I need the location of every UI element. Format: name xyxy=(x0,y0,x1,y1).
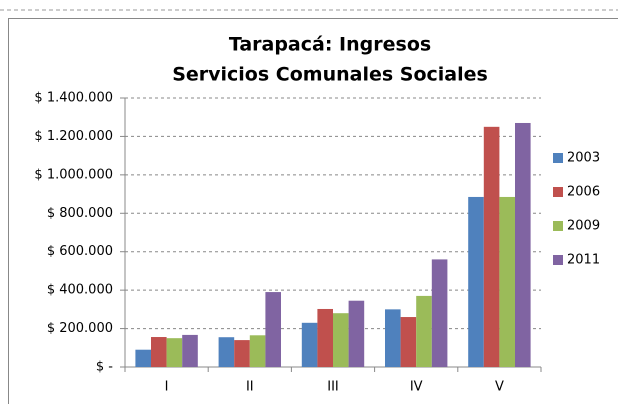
legend-label: 2011 xyxy=(567,253,600,268)
y-tick-label: $ - xyxy=(96,360,113,375)
bar xyxy=(468,196,484,367)
bar xyxy=(249,335,266,367)
y-tick-label: $ 1.200.000 xyxy=(34,129,113,144)
chart-title: Tarapacá: Ingresos xyxy=(229,34,431,56)
bar xyxy=(218,337,235,367)
bar xyxy=(301,322,318,367)
x-tick-label: V xyxy=(495,380,504,395)
bar xyxy=(431,259,448,367)
y-tick-label: $ 200.000 xyxy=(47,321,113,336)
bar xyxy=(333,313,349,367)
x-tick-label: II xyxy=(246,380,254,395)
x-tick-label: III xyxy=(327,380,339,395)
bar xyxy=(348,300,365,367)
legend-swatch xyxy=(553,255,563,265)
legend-label: 2006 xyxy=(567,185,600,200)
bar xyxy=(265,292,281,367)
bar xyxy=(416,295,432,367)
legend-swatch xyxy=(553,221,563,231)
bar xyxy=(151,337,167,367)
bar xyxy=(182,334,198,367)
bar xyxy=(135,349,151,367)
bar xyxy=(166,338,183,367)
legend-swatch xyxy=(553,153,563,163)
chart-title: Servicios Comunales Sociales xyxy=(172,64,488,86)
bar xyxy=(234,340,250,367)
y-tick-label: $ 800.000 xyxy=(47,206,113,221)
legend-label: 2003 xyxy=(567,151,600,166)
bar xyxy=(400,317,417,367)
bar xyxy=(317,308,333,367)
legend-label: 2009 xyxy=(567,219,600,234)
bar xyxy=(515,122,531,367)
y-tick-label: $ 600.000 xyxy=(47,244,113,259)
legend-swatch xyxy=(553,187,563,197)
bar xyxy=(483,126,500,367)
y-tick-label: $ 1.000.000 xyxy=(34,167,113,182)
y-tick-label: $ 1.400.000 xyxy=(34,91,113,106)
y-tick-label: $ 400.000 xyxy=(47,283,113,298)
bar xyxy=(385,309,401,367)
x-tick-label: IV xyxy=(410,380,423,395)
x-tick-label: I xyxy=(165,380,169,395)
bar xyxy=(499,196,515,367)
